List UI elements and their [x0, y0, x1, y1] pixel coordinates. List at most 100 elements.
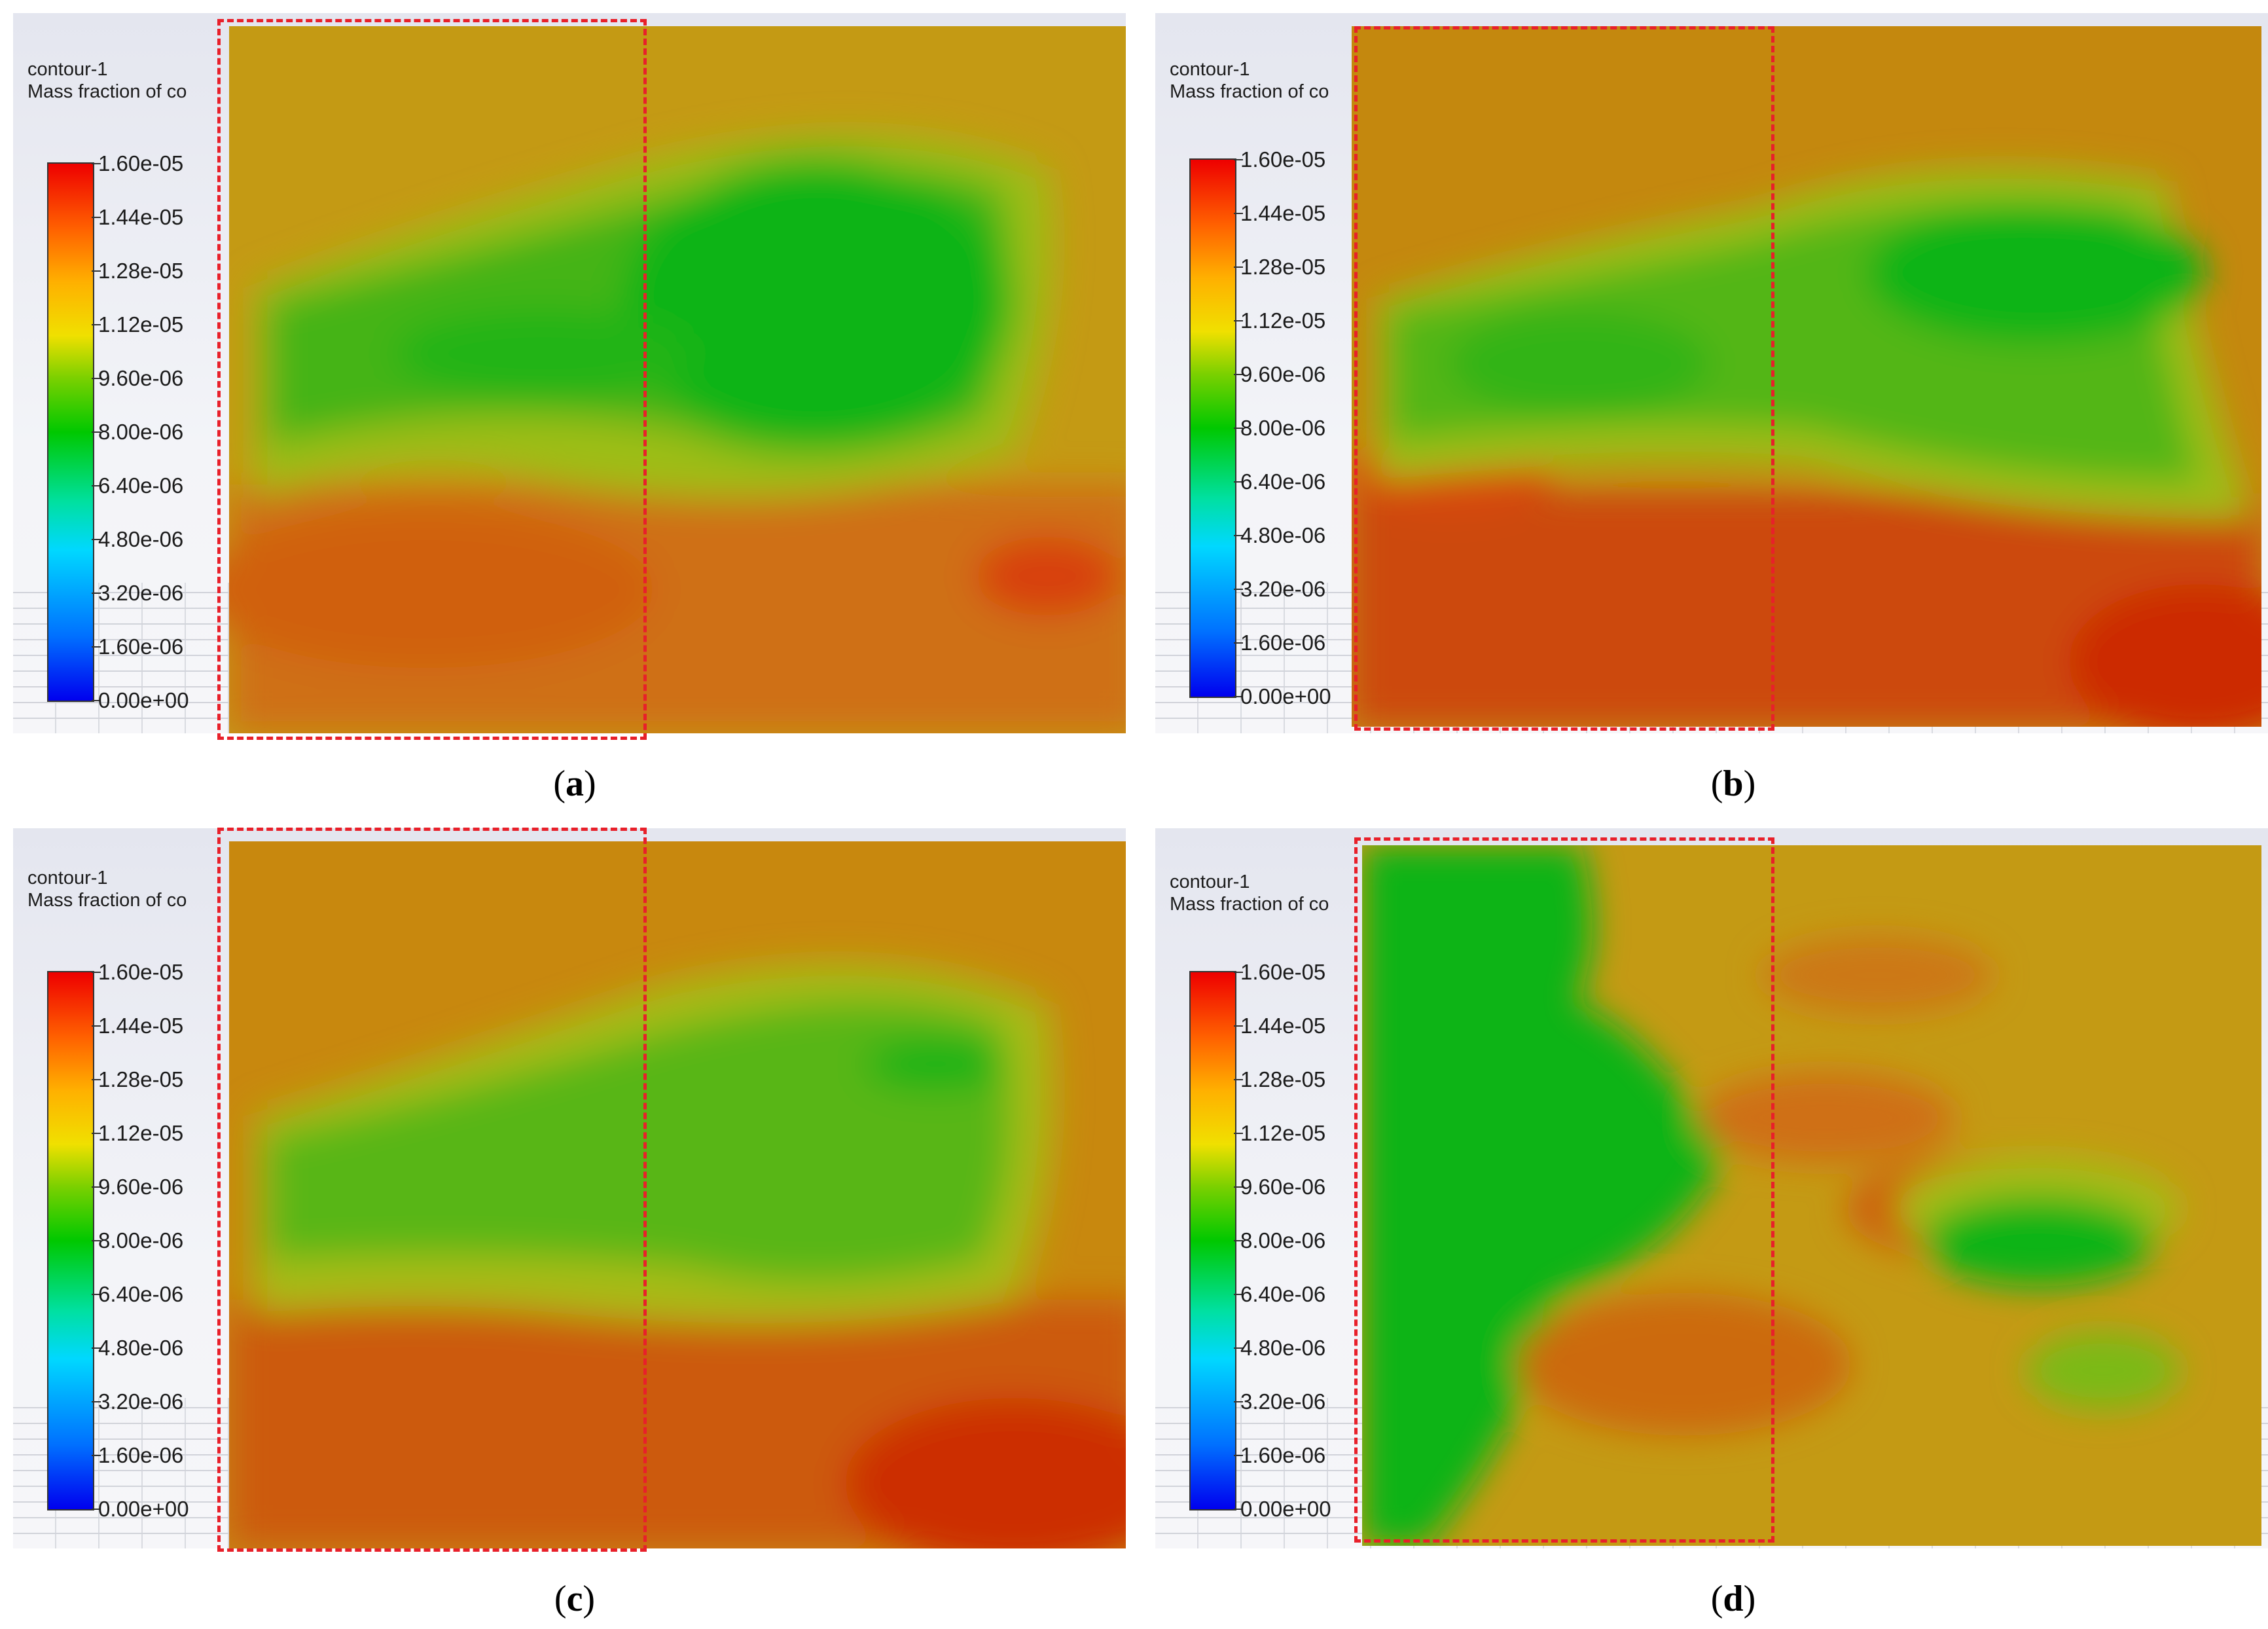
legend-title: contour-1: [1170, 59, 1250, 80]
colorbar-tick-mark: [92, 1509, 101, 1510]
caption-b: (b): [1668, 763, 1799, 805]
colorbar-tick-mark: [92, 217, 101, 218]
colorbar-tick-mark: [1234, 374, 1243, 375]
colorbar: [47, 162, 94, 702]
colorbar-tick-label: 6.40e-06: [1240, 1282, 1326, 1306]
colorbar-tick-mark: [92, 539, 101, 540]
caption-paren-open: (: [1710, 1579, 1723, 1619]
legend-title: contour-1: [27, 59, 108, 80]
caption-letter: a: [566, 763, 584, 804]
colorbar-tick-label: 6.40e-06: [98, 1282, 184, 1306]
caption-paren-open: (: [1710, 763, 1723, 804]
colorbar-tick-label: 1.60e-05: [1240, 960, 1326, 984]
caption-letter: d: [1723, 1579, 1744, 1619]
contour-plot: [229, 26, 1126, 733]
panel-b: contour-1 Mass fraction of co 1.60e-05 1.…: [1149, 7, 2268, 740]
contour-plot: [229, 841, 1126, 1548]
colorbar-tick-mark: [92, 700, 101, 701]
viewport-a: contour-1 Mass fraction of co 1.60e-05 1.…: [13, 13, 1126, 733]
colorbar-tick-mark: [92, 1079, 101, 1080]
highlight-box: [217, 19, 647, 740]
caption-paren-close: ): [1743, 1579, 1756, 1619]
contour-plot: [1352, 26, 2261, 727]
contour-plot: [1362, 845, 2261, 1546]
legend-subtitle: Mass fraction of co: [27, 890, 187, 911]
colorbar-tick-mark: [92, 431, 101, 433]
legend-title: contour-1: [27, 868, 108, 888]
colorbar-tick-mark: [92, 1025, 101, 1027]
colorbar-tick-label: 9.60e-06: [1240, 362, 1326, 386]
highlight-box: [1354, 26, 1774, 731]
panel-d: contour-1 Mass fraction of co 1.60e-: [1149, 822, 2268, 1555]
caption-c: (c): [509, 1578, 640, 1620]
colorbar: [47, 971, 94, 1510]
colorbar: [1189, 971, 1236, 1510]
colorbar-tick-label: 1.44e-05: [1240, 1014, 1326, 1038]
colorbar-tick-mark: [92, 485, 101, 486]
caption-letter: c: [566, 1579, 583, 1619]
colorbar-tick-label: 3.20e-06: [1240, 577, 1326, 601]
colorbar-tick-label: 8.00e-06: [1240, 1228, 1326, 1253]
colorbar-tick-label: 1.12e-05: [1240, 1121, 1326, 1145]
colorbar-tick-label: 3.20e-06: [98, 1389, 184, 1414]
caption-a: (a): [509, 763, 640, 805]
colorbar-tick-label: 1.28e-05: [1240, 255, 1326, 279]
caption-paren-close: ): [583, 1579, 596, 1619]
colorbar-tick-mark: [92, 270, 101, 272]
viewport-b: contour-1 Mass fraction of co 1.60e-05 1.…: [1155, 13, 2268, 733]
colorbar-tick-mark: [92, 1186, 101, 1188]
colorbar-tick-label: 1.60e-06: [98, 1443, 184, 1467]
colorbar-tick-mark: [1234, 213, 1243, 214]
legend-title: contour-1: [1170, 871, 1250, 892]
highlight-box: [217, 828, 647, 1552]
colorbar-tick-mark: [92, 378, 101, 379]
colorbar-tick-label: 1.28e-05: [1240, 1067, 1326, 1091]
colorbar-tick-label: 8.00e-06: [1240, 416, 1326, 440]
legend-subtitle: Mass fraction of co: [1170, 894, 1329, 915]
viewport-d: contour-1 Mass fraction of co 1.60e-: [1155, 828, 2268, 1548]
colorbar-tick-mark: [1234, 428, 1243, 429]
colorbar-tick-label: 9.60e-06: [98, 366, 184, 390]
colorbar-tick-label: 1.12e-05: [1240, 308, 1326, 333]
colorbar-tick-label: 1.60e-06: [1240, 631, 1326, 655]
legend-subtitle: Mass fraction of co: [27, 81, 187, 102]
colorbar-tick-mark: [1234, 972, 1243, 973]
colorbar-tick-label: 4.80e-06: [98, 1336, 184, 1360]
colorbar-tick-mark: [1234, 535, 1243, 536]
colorbar-tick-mark: [1234, 1079, 1243, 1080]
colorbar-tick-label: 9.60e-06: [98, 1175, 184, 1199]
panel-a: contour-1 Mass fraction of co 1.60e-05 1.…: [7, 7, 1126, 740]
colorbar-tick-label: 9.60e-06: [1240, 1175, 1326, 1199]
colorbar-tick-mark: [1234, 1025, 1243, 1027]
colorbar-tick-mark: [92, 593, 101, 594]
colorbar-tick-mark: [92, 1133, 101, 1134]
colorbar-tick-label: 1.60e-06: [98, 634, 184, 659]
colorbar-tick-label: 0.00e+00: [98, 688, 189, 712]
colorbar-tick-mark: [1234, 642, 1243, 644]
colorbar-tick-mark: [1234, 1401, 1243, 1402]
colorbar: [1189, 158, 1236, 698]
colorbar-tick-mark: [92, 1294, 101, 1295]
colorbar-tick-mark: [1234, 159, 1243, 160]
colorbar-tick-label: 8.00e-06: [98, 420, 184, 444]
colorbar-tick-mark: [1234, 589, 1243, 590]
colorbar-tick-mark: [1234, 1294, 1243, 1295]
colorbar-tick-mark: [1234, 1186, 1243, 1188]
colorbar-tick-label: 8.00e-06: [98, 1228, 184, 1253]
colorbar-tick-mark: [92, 646, 101, 648]
viewport-c: contour-1 Mass fraction of co 1.60e-05 1.…: [13, 828, 1126, 1548]
caption-paren-open: (: [553, 763, 566, 804]
legend-subtitle: Mass fraction of co: [1170, 81, 1329, 102]
colorbar-tick-label: 4.80e-06: [1240, 1336, 1326, 1360]
colorbar-tick-label: 0.00e+00: [1240, 1497, 1331, 1521]
caption-paren-close: ): [1743, 763, 1756, 804]
colorbar-tick-mark: [92, 163, 101, 164]
colorbar-tick-mark: [1234, 320, 1243, 321]
colorbar-tick-mark: [1234, 696, 1243, 697]
colorbar-tick-mark: [1234, 1240, 1243, 1241]
colorbar-tick-mark: [92, 1401, 101, 1402]
colorbar-tick-label: 1.60e-05: [98, 151, 184, 175]
caption-d: (d): [1668, 1578, 1799, 1620]
highlight-box: [1354, 837, 1774, 1543]
colorbar-tick-mark: [1234, 1455, 1243, 1456]
